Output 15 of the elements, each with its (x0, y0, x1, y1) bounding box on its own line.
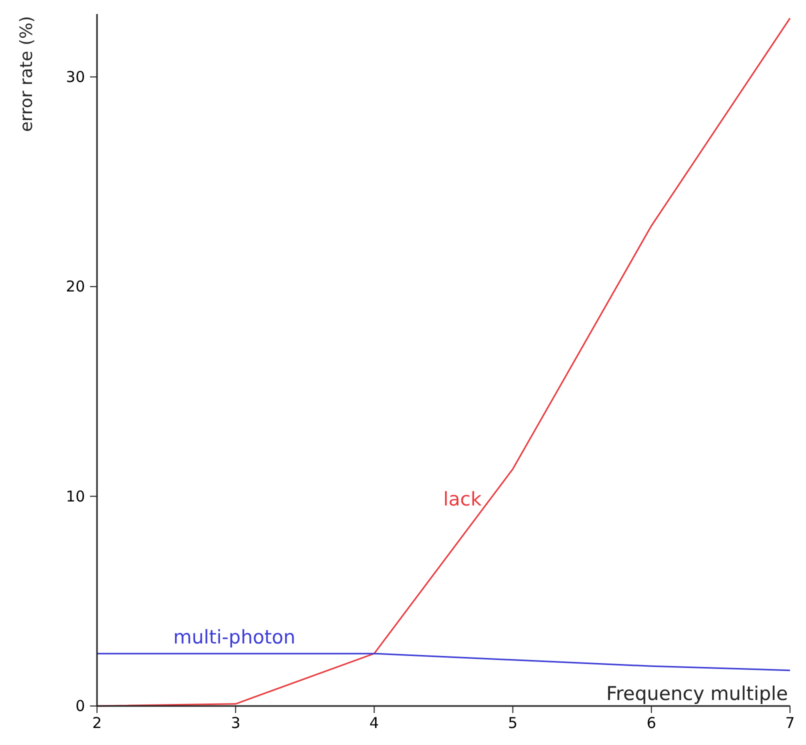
y-tick-label: 0 (75, 697, 85, 715)
x-tick-label: 3 (230, 714, 240, 732)
y-tick-label: 20 (66, 278, 85, 296)
series-label: lack (443, 488, 482, 510)
line-series (96, 652, 791, 672)
series-label: multi-photon (173, 626, 296, 649)
x-tick-label: 5 (508, 714, 518, 732)
x-tick-label: 4 (369, 714, 379, 732)
x-tick-label: 6 (646, 714, 656, 732)
y-tick-label: 10 (66, 487, 85, 506)
x-tick-label: 2 (92, 714, 102, 732)
y-axis-title: error rate (%) (17, 16, 37, 132)
y-tick-label: 30 (66, 68, 85, 86)
x-tick-label: 7 (785, 714, 795, 732)
x-axis-title: Frequency multiple (606, 683, 788, 705)
